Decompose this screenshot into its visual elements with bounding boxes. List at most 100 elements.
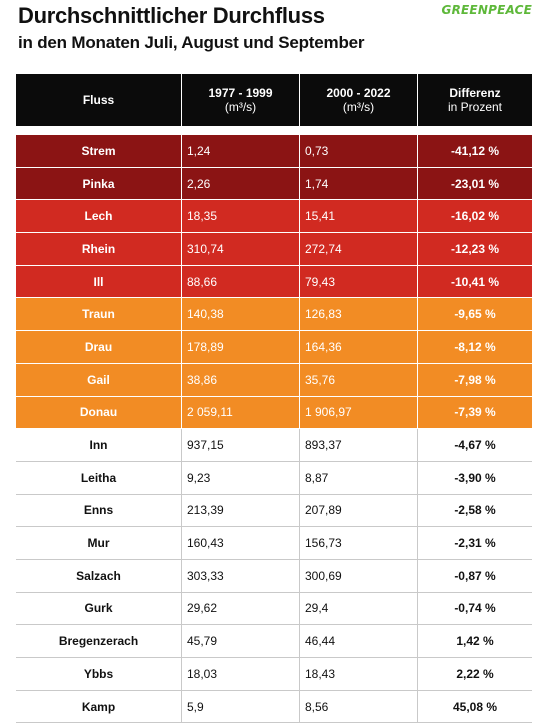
table-body: Strem 1,24 0,73 -41,12 % Pinka 2,26 1,74 -23,01…	[16, 135, 532, 724]
difference-percent-cell: 45,08 %	[417, 690, 532, 724]
flow-2000-2022-cell: 893,37	[299, 429, 417, 462]
table-row: Kamp 5,9 8,56 45,08 %	[16, 690, 532, 724]
chart-subtitle: in den Monaten Juli, August und Septembe…	[18, 33, 365, 52]
flow-2000-2022-cell: 46,44	[299, 625, 417, 658]
flow-1977-1999-cell: 45,79	[181, 625, 299, 658]
difference-percent-cell: -0,74 %	[417, 592, 532, 626]
flow-1977-1999-cell: 9,23	[181, 461, 299, 495]
river-name-cell: Leitha	[16, 462, 181, 495]
column-header-unit: (m³/s)	[224, 100, 257, 114]
difference-percent-cell: 1,42 %	[417, 625, 532, 658]
river-name-cell: Salzach	[16, 560, 181, 593]
flow-2000-2022-cell: 15,41	[299, 200, 417, 234]
difference-percent-cell: -9,65 %	[417, 298, 532, 332]
difference-percent-cell: 2,22 %	[417, 658, 532, 691]
flow-2000-2022-cell: 8,56	[299, 690, 417, 724]
difference-percent-cell: -7,39 %	[417, 396, 532, 430]
table-row: Leitha 9,23 8,87 -3,90 %	[16, 461, 532, 495]
flow-1977-1999-cell: 140,38	[181, 298, 299, 332]
table-row: Pinka 2,26 1,74 -23,01 %	[16, 167, 532, 201]
difference-percent-cell: -41,12 %	[417, 135, 532, 168]
column-header-period-2: 2000 - 2022 (m³/s)	[299, 74, 417, 126]
table-row: Traun 140,38 126,83 -9,65 %	[16, 298, 532, 332]
column-header-river: Fluss	[16, 74, 181, 126]
table-row: Bregenzerach 45,79 46,44 1,42 %	[16, 625, 532, 658]
difference-percent-cell: -2,31 %	[417, 527, 532, 560]
flow-1977-1999-cell: 5,9	[181, 690, 299, 724]
column-header-unit: (m³/s)	[342, 100, 375, 114]
difference-percent-cell: -7,98 %	[417, 363, 532, 397]
river-name-cell: Donau	[16, 397, 181, 430]
flow-1977-1999-cell: 29,62	[181, 592, 299, 626]
table-row: Lech 18,35 15,41 -16,02 %	[16, 200, 532, 234]
flow-2000-2022-cell: 29,4	[299, 592, 417, 626]
chart-title: Durchschnittlicher Durchfluss	[18, 3, 325, 28]
river-name-cell: Gurk	[16, 593, 181, 626]
flow-1977-1999-cell: 38,86	[181, 363, 299, 397]
table-row: Strem 1,24 0,73 -41,12 %	[16, 135, 532, 168]
column-header-label: Differenz	[449, 86, 501, 100]
flow-1977-1999-cell: 303,33	[181, 559, 299, 593]
table-row: Ybbs 18,03 18,43 2,22 %	[16, 658, 532, 691]
flow-1977-1999-cell: 18,35	[181, 200, 299, 234]
flow-table: Fluss 1977 - 1999 (m³/s) 2000 - 2022 (m³…	[16, 74, 532, 724]
table-row: Gail 38,86 35,76 -7,98 %	[16, 363, 532, 397]
river-name-cell: Gail	[16, 364, 181, 397]
river-name-cell: Drau	[16, 331, 181, 364]
river-name-cell: Inn	[16, 429, 181, 462]
flow-2000-2022-cell: 0,73	[299, 135, 417, 168]
flow-2000-2022-cell: 18,43	[299, 658, 417, 691]
table-row: Inn 937,15 893,37 -4,67 %	[16, 429, 532, 462]
table-row: Donau 2 059,11 1 906,97 -7,39 %	[16, 396, 532, 430]
column-header-unit: in Prozent	[447, 100, 503, 114]
difference-percent-cell: -16,02 %	[417, 200, 532, 234]
column-header-difference: Differenz in Prozent	[417, 74, 532, 126]
river-name-cell: Bregenzerach	[16, 625, 181, 658]
flow-1977-1999-cell: 1,24	[181, 135, 299, 168]
flow-1977-1999-cell: 310,74	[181, 233, 299, 266]
table-row: Salzach 303,33 300,69 -0,87 %	[16, 559, 532, 593]
table-row: Gurk 29,62 29,4 -0,74 %	[16, 592, 532, 626]
river-name-cell: Pinka	[16, 168, 181, 201]
flow-2000-2022-cell: 79,43	[299, 265, 417, 299]
flow-2000-2022-cell: 8,87	[299, 461, 417, 495]
table-row: Enns 213,39 207,89 -2,58 %	[16, 494, 532, 528]
column-header-label: 1977 - 1999	[208, 86, 273, 100]
difference-percent-cell: -8,12 %	[417, 331, 532, 364]
flow-1977-1999-cell: 18,03	[181, 658, 299, 691]
table-row: Rhein 310,74 272,74 -12,23 %	[16, 233, 532, 266]
river-name-cell: Strem	[16, 135, 181, 168]
difference-percent-cell: -2,58 %	[417, 494, 532, 528]
flow-1977-1999-cell: 2,26	[181, 167, 299, 201]
difference-percent-cell: -0,87 %	[417, 559, 532, 593]
flow-1977-1999-cell: 213,39	[181, 494, 299, 528]
difference-percent-cell: -10,41 %	[417, 265, 532, 299]
difference-percent-cell: -3,90 %	[417, 461, 532, 495]
flow-2000-2022-cell: 1,74	[299, 167, 417, 201]
river-name-cell: Traun	[16, 298, 181, 332]
column-header-period-1: 1977 - 1999 (m³/s)	[181, 74, 299, 126]
table-row: Drau 178,89 164,36 -8,12 %	[16, 331, 532, 364]
flow-1977-1999-cell: 178,89	[181, 331, 299, 364]
table-row: Mur 160,43 156,73 -2,31 %	[16, 527, 532, 560]
table-header: Fluss 1977 - 1999 (m³/s) 2000 - 2022 (m³…	[16, 74, 532, 126]
difference-percent-cell: -4,67 %	[417, 429, 532, 462]
difference-percent-cell: -12,23 %	[417, 233, 532, 266]
flow-2000-2022-cell: 272,74	[299, 233, 417, 266]
river-name-cell: Mur	[16, 527, 181, 560]
header-gap	[16, 126, 532, 135]
difference-percent-cell: -23,01 %	[417, 167, 532, 201]
river-name-cell: Ill	[16, 266, 181, 299]
flow-1977-1999-cell: 88,66	[181, 265, 299, 299]
river-name-cell: Kamp	[16, 691, 181, 724]
river-name-cell: Ybbs	[16, 658, 181, 691]
column-header-label: 2000 - 2022	[326, 86, 391, 100]
column-header-label: Fluss	[82, 93, 115, 107]
flow-2000-2022-cell: 35,76	[299, 363, 417, 397]
flow-1977-1999-cell: 160,43	[181, 527, 299, 560]
river-name-cell: Lech	[16, 200, 181, 234]
river-name-cell: Rhein	[16, 233, 181, 266]
flow-2000-2022-cell: 156,73	[299, 527, 417, 560]
flow-2000-2022-cell: 1 906,97	[299, 396, 417, 430]
flow-2000-2022-cell: 164,36	[299, 331, 417, 364]
